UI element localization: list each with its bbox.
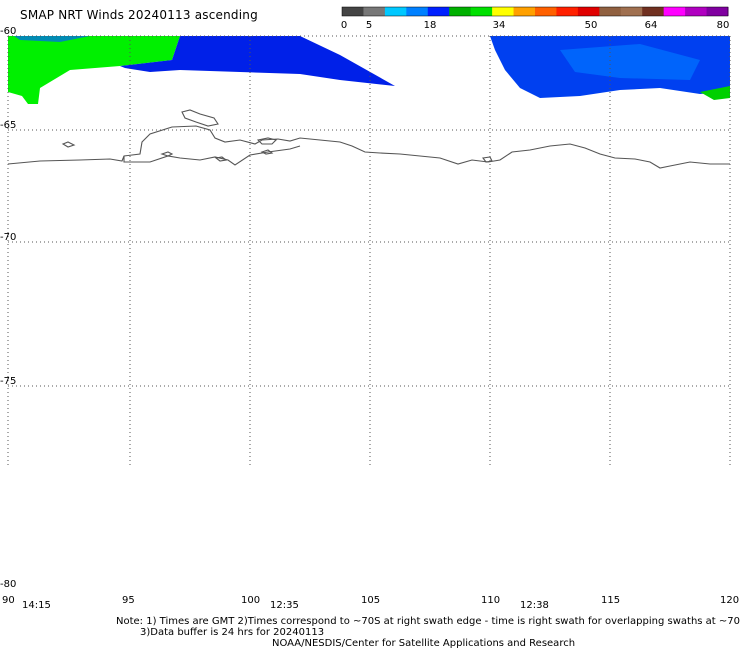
note-line-2: 3)Data buffer is 24 hrs for 20240113 (140, 627, 325, 638)
colorbar-segment (342, 7, 364, 16)
colorbar-label: 18 (423, 20, 437, 31)
lon-label-90: 90 (2, 595, 15, 606)
colorbar-segment (577, 7, 600, 16)
graticule (7, 35, 731, 465)
lat-label-80: -80 (0, 579, 17, 590)
colorbar-outline (341, 6, 729, 17)
wind-region-green-right (700, 86, 730, 100)
colorbar-label: 80 (716, 20, 730, 31)
colorbar (341, 6, 729, 17)
colorbar-segment (535, 7, 557, 16)
colorbar-segment (427, 7, 450, 16)
lat-label-65: -65 (0, 120, 17, 131)
time-label-1415: 14:15 (22, 600, 51, 611)
colorbar-segment (384, 7, 407, 16)
colorbar-segment (363, 7, 386, 16)
colorbar-label: 5 (365, 20, 373, 31)
wind-region-blue-light-right (560, 44, 700, 80)
colorbar-label: 50 (584, 20, 598, 31)
colorbar-segment (599, 7, 622, 16)
colorbar-label: 34 (492, 20, 506, 31)
wind-region-blue-light-left (14, 36, 90, 42)
colorbar-segment (620, 7, 643, 16)
lon-label-95: 95 (122, 595, 135, 606)
wind-region-green-left (8, 36, 180, 104)
wind-region-blue-left (8, 36, 395, 86)
lon-label-120: 120 (720, 595, 740, 606)
time-label-1238: 12:38 (520, 600, 549, 611)
colorbar-segment (449, 7, 472, 16)
coastline (7, 109, 730, 169)
colorbar-segment (663, 7, 686, 16)
time-label-1235: 12:35 (270, 600, 299, 611)
colorbar-segment (492, 7, 515, 16)
note-line-3: NOAA/NESDIS/Center for Satellite Applica… (272, 638, 576, 649)
colorbar-label: 0 (340, 20, 348, 31)
wind-swath-right (490, 36, 730, 100)
lon-label-110: 110 (481, 595, 501, 606)
colorbar-segment (406, 7, 429, 16)
wind-swath-left (8, 36, 395, 104)
colorbar-segment (470, 7, 493, 16)
lon-label-115: 115 (601, 595, 621, 606)
lat-label-60: -60 (0, 26, 17, 37)
lat-label-70: -70 (0, 232, 17, 243)
colorbar-segment (556, 7, 579, 16)
colorbar-segment (706, 7, 729, 16)
colorbar-segment (685, 7, 708, 16)
lat-label-75: -75 (0, 376, 17, 387)
colorbar-segment (513, 7, 536, 16)
colorbar-segment (642, 7, 665, 16)
lon-label-105: 105 (361, 595, 381, 606)
map-title: SMAP NRT Winds 20240113 ascending (20, 8, 258, 22)
note-line-1: Note: 1) Times are GMT 2)Times correspon… (116, 616, 740, 627)
colorbar-label: 64 (644, 20, 658, 31)
lon-label-100: 100 (241, 595, 261, 606)
